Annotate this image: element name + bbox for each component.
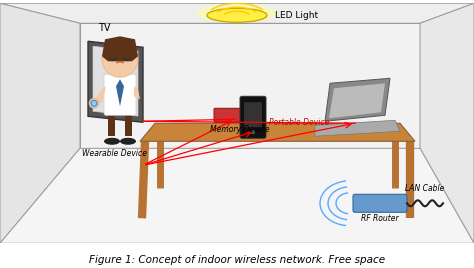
FancyBboxPatch shape xyxy=(353,194,407,212)
FancyBboxPatch shape xyxy=(244,102,262,127)
Text: LED Light: LED Light xyxy=(275,11,318,20)
Circle shape xyxy=(91,100,97,106)
Circle shape xyxy=(251,130,255,134)
Polygon shape xyxy=(80,23,420,148)
Polygon shape xyxy=(88,41,143,122)
Text: RF Router: RF Router xyxy=(361,214,399,223)
Polygon shape xyxy=(94,86,106,103)
Ellipse shape xyxy=(197,4,277,22)
Polygon shape xyxy=(0,3,80,243)
Ellipse shape xyxy=(120,138,136,145)
Text: Memory Device: Memory Device xyxy=(210,125,270,134)
Ellipse shape xyxy=(207,8,267,22)
Circle shape xyxy=(89,98,99,108)
Polygon shape xyxy=(102,36,138,61)
FancyBboxPatch shape xyxy=(240,96,266,138)
Polygon shape xyxy=(134,86,140,99)
FancyBboxPatch shape xyxy=(214,108,254,122)
Polygon shape xyxy=(108,113,115,136)
Text: Wearable Device: Wearable Device xyxy=(82,149,147,158)
Polygon shape xyxy=(329,83,385,118)
Polygon shape xyxy=(140,123,415,141)
Polygon shape xyxy=(125,113,132,136)
Polygon shape xyxy=(325,78,390,121)
Circle shape xyxy=(102,41,138,77)
Polygon shape xyxy=(0,3,474,23)
Polygon shape xyxy=(420,3,474,243)
Polygon shape xyxy=(0,148,474,243)
Text: Portable Device: Portable Device xyxy=(269,118,329,127)
Text: Figure 1: Concept of indoor wireless network. Free space: Figure 1: Concept of indoor wireless net… xyxy=(89,255,385,265)
Ellipse shape xyxy=(104,138,120,145)
Polygon shape xyxy=(315,120,400,136)
FancyBboxPatch shape xyxy=(104,74,136,115)
Text: LAN Cable: LAN Cable xyxy=(405,184,445,193)
Polygon shape xyxy=(93,46,138,116)
Polygon shape xyxy=(116,79,124,106)
Text: TV: TV xyxy=(98,23,110,33)
